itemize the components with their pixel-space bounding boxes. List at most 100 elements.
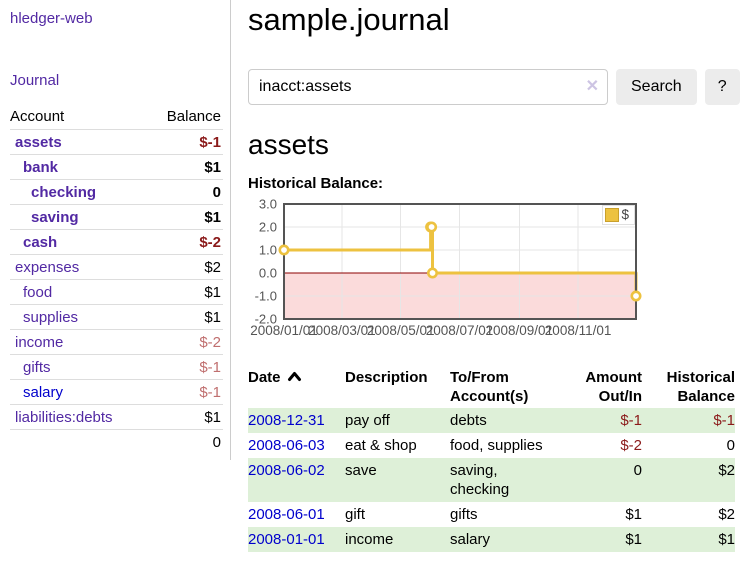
register-date-cell: 2008-06-02 bbox=[248, 458, 345, 502]
account-link[interactable]: income bbox=[15, 333, 64, 351]
account-link[interactable]: food bbox=[23, 283, 53, 301]
register-header-row: Date Description To/From Account(s) Amount … bbox=[248, 366, 735, 408]
register-date-link[interactable]: 2008-06-01 bbox=[248, 506, 325, 523]
register-col-description[interactable]: Description bbox=[345, 369, 428, 386]
search-input[interactable] bbox=[248, 69, 608, 105]
sidebar-item-journal[interactable]: Journal bbox=[10, 72, 60, 89]
register-date-link[interactable]: 2008-01-01 bbox=[248, 531, 325, 548]
account-link[interactable]: bank bbox=[23, 158, 59, 176]
y-tick-label: 1.0 bbox=[259, 243, 277, 258]
data-point-marker bbox=[427, 267, 439, 279]
account-balance: $1 bbox=[147, 304, 223, 330]
register-description-cell: save bbox=[345, 462, 377, 479]
register-row: 2008-06-03 eat & shop food, supplies $-2 0 bbox=[248, 433, 735, 458]
account-row: checking 0 bbox=[10, 179, 223, 205]
account-row: salary $-1 bbox=[10, 379, 223, 405]
account-cell: gifts bbox=[10, 354, 148, 380]
account-cell: checking bbox=[10, 179, 148, 205]
account-balance: $-2 bbox=[147, 329, 223, 355]
account-cell: bank bbox=[10, 154, 148, 180]
x-tick-label: 2008/03/01 bbox=[308, 323, 376, 338]
account-balance: $1 bbox=[147, 204, 223, 230]
historical-balance-chart: $3.0 2.0 1.0 0.0 -1.0 -2.0 2008/01/01 2008/03/0… bbox=[248, 194, 736, 346]
account-cell: income bbox=[10, 329, 148, 355]
register-date-cell: 2008-06-03 bbox=[248, 433, 345, 458]
accounts-col-account: Account bbox=[10, 105, 148, 130]
account-cell: expenses bbox=[10, 254, 148, 280]
register-description-cell: gift bbox=[345, 506, 366, 523]
help-button[interactable]: ? bbox=[704, 69, 740, 105]
account-balance: $2 bbox=[147, 254, 223, 280]
account-link[interactable]: salary bbox=[23, 383, 64, 401]
register-balance-cell: $-1 bbox=[713, 412, 735, 429]
register-col-historical-balance[interactable]: Historical Balance bbox=[666, 369, 735, 405]
search-form: ✕ Search ? bbox=[248, 69, 740, 105]
legend-swatch bbox=[605, 208, 619, 222]
account-row: saving $1 bbox=[10, 204, 223, 230]
register-accounts-cell: salary bbox=[450, 531, 491, 548]
x-tick-label: 2008/09/01 bbox=[486, 323, 554, 338]
register-row: 2008-06-02 save saving, checking 0 $2 bbox=[248, 458, 735, 502]
register-col-date[interactable]: Date bbox=[248, 366, 345, 408]
search-button[interactable]: Search bbox=[616, 69, 697, 105]
main-panel: sample.journal ✕ Search ? assets Histori… bbox=[248, 0, 740, 552]
account-row: supplies $1 bbox=[10, 304, 223, 330]
x-tick-label: 2008/01/01 bbox=[250, 323, 318, 338]
register-col-amount-out-in[interactable]: Amount Out/In bbox=[585, 369, 642, 405]
register-col-to-from-account-s-[interactable]: To/From Account(s) bbox=[450, 369, 529, 405]
y-tick-label: 0.0 bbox=[259, 266, 277, 281]
y-tick-label: 2.0 bbox=[259, 220, 277, 235]
account-link[interactable]: saving bbox=[31, 208, 79, 226]
account-link[interactable]: cash bbox=[23, 233, 58, 251]
register-table: Date Description To/From Account(s) Amount … bbox=[248, 366, 735, 552]
chart-title: Historical Balance: bbox=[248, 175, 384, 192]
register-date-cell: 2008-06-01 bbox=[248, 502, 345, 527]
account-link[interactable]: expenses bbox=[15, 258, 80, 276]
register-accounts-cell: food, supplies bbox=[450, 437, 543, 454]
balance-chart-svg: $3.0 2.0 1.0 0.0 -1.0 -2.02008/01/012008/03/0… bbox=[250, 197, 642, 338]
account-link[interactable]: liabilities:debts bbox=[15, 408, 113, 426]
x-tick-label: 2008/05/01 bbox=[367, 323, 435, 338]
register-row: 2008-06-01 gift gifts $1 $2 bbox=[248, 502, 735, 527]
account-row: gifts $-1 bbox=[10, 354, 223, 380]
app-brand-link[interactable]: hledger-web bbox=[10, 10, 93, 27]
register-date-link[interactable]: 2008-06-03 bbox=[248, 437, 325, 454]
account-cell: assets bbox=[10, 129, 148, 155]
y-tick-label: -1.0 bbox=[255, 289, 277, 304]
account-balance: $-2 bbox=[147, 229, 223, 255]
plot-border bbox=[283, 203, 637, 320]
account-link[interactable]: assets bbox=[15, 133, 62, 151]
accounts-col-balance: Balance bbox=[147, 105, 223, 130]
account-balance: $1 bbox=[147, 154, 223, 180]
register-amount-cell: $-2 bbox=[620, 437, 642, 454]
register-date-link[interactable]: 2008-06-02 bbox=[248, 462, 325, 479]
data-point-marker bbox=[278, 244, 290, 256]
y-tick-label: -2.0 bbox=[255, 312, 277, 327]
accounts-total-row: 0 bbox=[10, 429, 223, 454]
accounts-total-value: 0 bbox=[147, 429, 223, 454]
account-row: income $-2 bbox=[10, 329, 223, 355]
clear-search-icon[interactable]: ✕ bbox=[585, 78, 599, 95]
account-balance: $1 bbox=[147, 279, 223, 305]
accounts-table: Account Balance assets $-1 bank $1 checking 0… bbox=[10, 105, 223, 454]
account-link[interactable]: gifts bbox=[23, 358, 51, 376]
account-cell: cash bbox=[10, 229, 148, 255]
register-description-cell: income bbox=[345, 531, 394, 548]
register-amount-cell: $1 bbox=[625, 531, 642, 548]
account-row: cash $-2 bbox=[10, 229, 223, 255]
accounts-header-row: Account Balance bbox=[10, 105, 223, 130]
sidebar: hledger-web Journal Account Balance asse… bbox=[0, 0, 231, 460]
register-balance-cell: $1 bbox=[718, 531, 735, 548]
account-link[interactable]: checking bbox=[31, 183, 97, 201]
account-balance: 0 bbox=[147, 179, 223, 205]
account-cell: salary bbox=[10, 379, 148, 405]
x-tick-label: 2008/07/01 bbox=[426, 323, 494, 338]
register-date-link[interactable]: 2008-12-31 bbox=[248, 412, 325, 429]
account-link[interactable]: supplies bbox=[23, 308, 79, 326]
account-balance: $1 bbox=[147, 404, 223, 430]
account-row: assets $-1 bbox=[10, 129, 223, 155]
data-point-marker bbox=[426, 221, 438, 233]
register-balance-cell: $2 bbox=[718, 506, 735, 523]
account-cell: food bbox=[10, 279, 148, 305]
sort-ascending-icon bbox=[287, 368, 302, 387]
